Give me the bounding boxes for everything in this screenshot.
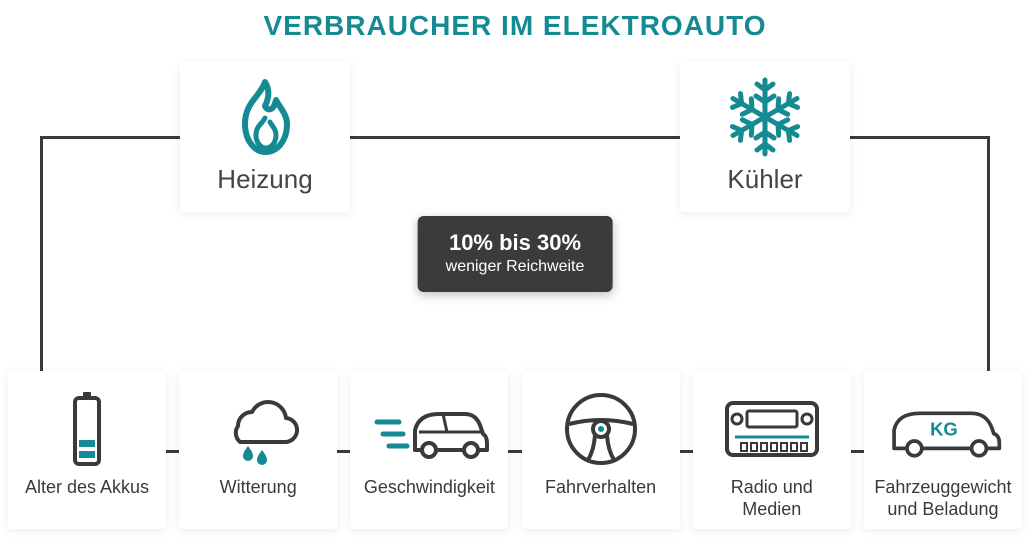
top-card-label: Kühler <box>727 164 802 195</box>
bottom-card-witterung: Witterung <box>179 371 337 529</box>
bottom-card-radio: Radio und Medien <box>693 371 851 529</box>
top-card-heizung: Heizung <box>180 62 350 212</box>
bottom-card-label: Alter des Akkus <box>19 477 155 499</box>
steering-icon <box>541 381 661 477</box>
frame-top-left <box>40 136 180 139</box>
bottom-card-label: Fahrverhalten <box>539 477 662 499</box>
bottom-row: Alter des Akkus Witterung Geschwindigkei… <box>0 371 1030 529</box>
bottom-card-geschwindigkeit: Geschwindigkeit <box>350 371 508 529</box>
bottom-card-fahrverhalten: Fahrverhalten <box>522 371 680 529</box>
battery-icon <box>27 381 147 477</box>
center-line1: 10% bis 30% <box>446 230 585 256</box>
radio-icon <box>712 381 832 477</box>
bottom-card-akku: Alter des Akkus <box>8 371 166 529</box>
page-title: VERBRAUCHER IM ELEKTROAUTO <box>0 10 1030 42</box>
svg-text:KG: KG <box>930 418 958 439</box>
frame-top-right <box>850 136 990 139</box>
bottom-card-gewicht: KG Fahrzeuggewicht und Beladung <box>864 371 1022 529</box>
weather-icon <box>198 381 318 477</box>
infographic-stage: VERBRAUCHER IM ELEKTROAUTO Heizung <box>0 0 1030 539</box>
bottom-card-label: Radio und Medien <box>693 477 851 520</box>
frame-top-mid <box>350 136 680 139</box>
center-line2: weniger Reichweite <box>446 258 585 276</box>
weight-icon: KG <box>883 381 1003 477</box>
top-card-label: Heizung <box>217 164 312 195</box>
center-badge: 10% bis 30% weniger Reichweite <box>418 216 613 292</box>
snowflake-icon <box>705 72 825 162</box>
bottom-card-label: Witterung <box>214 477 303 499</box>
top-card-kuehler: Kühler <box>680 62 850 212</box>
bottom-card-label: Geschwindigkeit <box>358 477 501 499</box>
speed-icon <box>369 381 489 477</box>
flame-icon <box>205 72 325 162</box>
bottom-card-label: Fahrzeuggewicht und Beladung <box>864 477 1022 520</box>
